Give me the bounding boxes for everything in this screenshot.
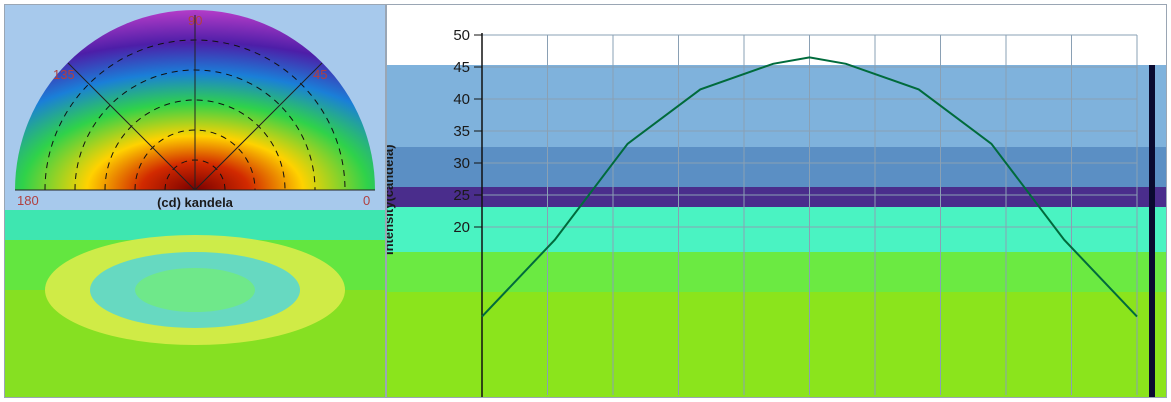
polar-label-0: 0 bbox=[363, 193, 370, 208]
polar-center-label: (cd) kandela bbox=[157, 195, 234, 210]
polar-label-90: 90 bbox=[188, 13, 202, 28]
polar-label-180: 180 bbox=[17, 193, 39, 208]
y-axis-title: Intensity(candela) bbox=[387, 144, 396, 255]
y-tick-label-50: 50 bbox=[453, 27, 470, 44]
y-tick-label-25: 25 bbox=[453, 187, 470, 204]
polar-label-135: 135 bbox=[53, 67, 75, 82]
y-tick-label-35: 35 bbox=[453, 123, 470, 140]
polar-diagram-panel: 90 135 45 180 0 (cd) kandela bbox=[4, 4, 386, 398]
intensity-line-chart: 20 25 30 35 40 45 50 Intensity(candela) bbox=[387, 5, 1166, 397]
polar-spokes bbox=[15, 15, 375, 191]
y-tick-label-40: 40 bbox=[453, 91, 470, 108]
right-edge-bar bbox=[1149, 65, 1155, 397]
y-tick-label-45: 45 bbox=[453, 59, 470, 76]
y-tick-label-30: 30 bbox=[453, 155, 470, 172]
chart-gridlines bbox=[481, 34, 1138, 395]
y-tick-labels: 20 25 30 35 40 45 50 bbox=[453, 27, 482, 236]
polar-diagram: 90 135 45 180 0 (cd) kandela bbox=[5, 5, 385, 397]
y-tick-label-20: 20 bbox=[453, 219, 470, 236]
series-curve bbox=[481, 56, 1138, 318]
intensity-curve-panel: 20 25 30 35 40 45 50 Intensity(candela) bbox=[386, 4, 1167, 398]
polar-label-45: 45 bbox=[313, 67, 327, 82]
